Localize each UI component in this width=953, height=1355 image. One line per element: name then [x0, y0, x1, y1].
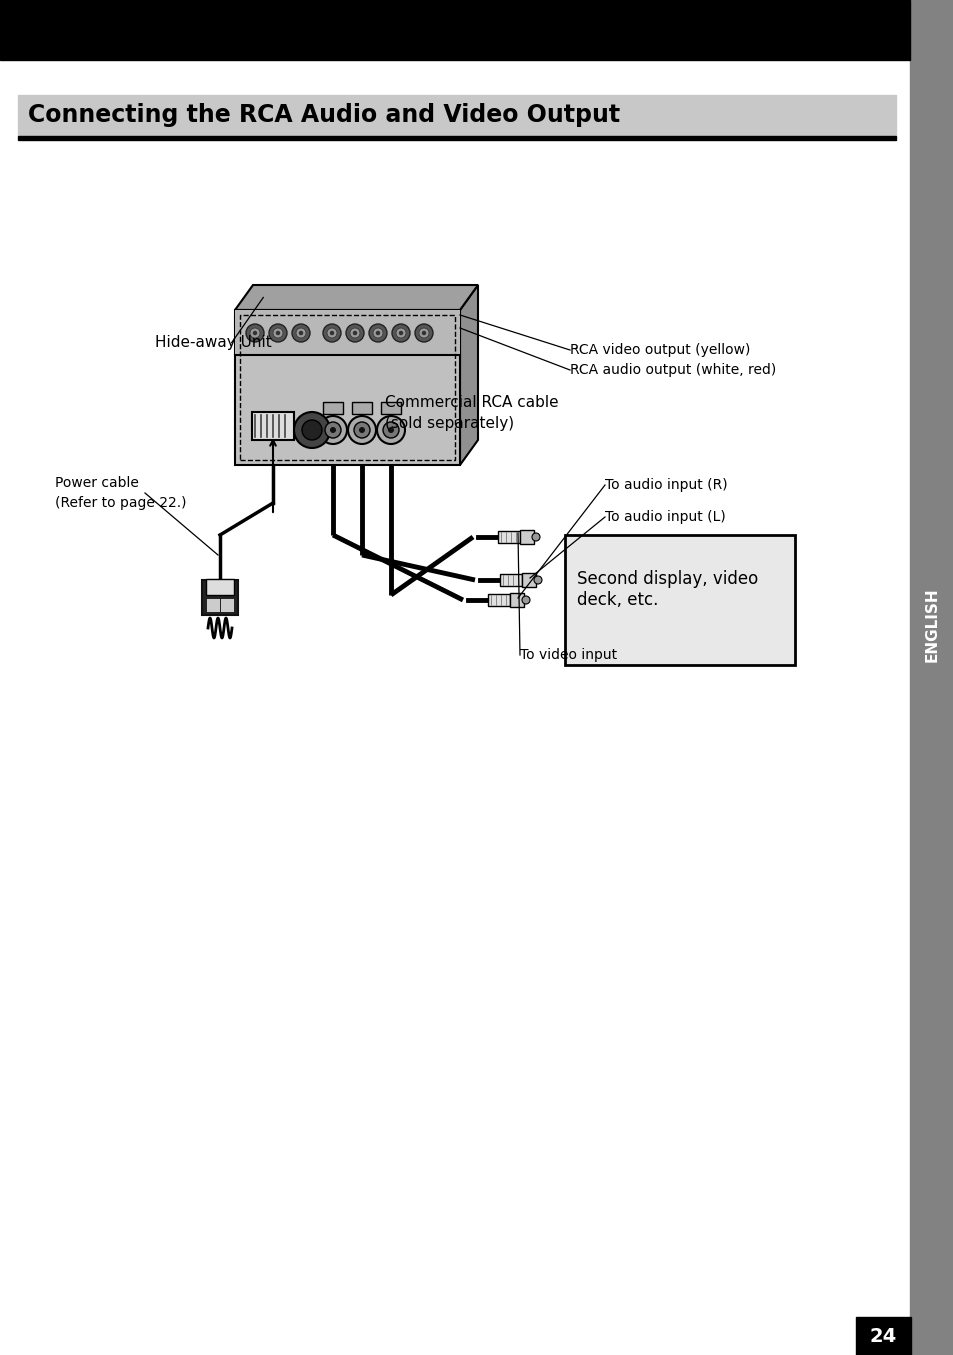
Circle shape — [369, 324, 387, 341]
Bar — [909, 0, 953, 1355]
Circle shape — [246, 324, 264, 341]
Circle shape — [253, 331, 257, 335]
Circle shape — [269, 324, 287, 341]
Circle shape — [273, 328, 283, 337]
Circle shape — [294, 412, 330, 449]
Bar — [220, 598, 233, 612]
Bar — [240, 314, 455, 459]
Circle shape — [373, 328, 382, 337]
Circle shape — [323, 324, 340, 341]
Text: Connecting the RCA Audio and Video Output: Connecting the RCA Audio and Video Outpu… — [28, 103, 619, 127]
Bar — [855, 1317, 910, 1355]
Circle shape — [295, 328, 306, 337]
Bar — [521, 573, 536, 587]
Bar — [18, 136, 895, 140]
Bar — [352, 402, 372, 415]
Bar — [234, 310, 459, 465]
Bar — [497, 531, 519, 543]
Bar — [323, 402, 343, 415]
Circle shape — [534, 576, 541, 584]
Circle shape — [348, 416, 375, 444]
Text: To video input: To video input — [519, 648, 617, 663]
Circle shape — [392, 324, 410, 341]
Circle shape — [330, 331, 334, 335]
FancyBboxPatch shape — [564, 535, 794, 665]
Circle shape — [250, 328, 259, 337]
Text: ENGLISH: ENGLISH — [923, 588, 939, 663]
Bar — [380, 402, 400, 415]
Circle shape — [418, 328, 429, 337]
Circle shape — [521, 596, 530, 604]
Circle shape — [292, 324, 310, 341]
Text: RCA video output (yellow): RCA video output (yellow) — [569, 343, 750, 356]
Bar — [499, 575, 521, 585]
Circle shape — [421, 331, 426, 335]
Text: Second display, video
deck, etc.: Second display, video deck, etc. — [577, 570, 758, 608]
Bar — [510, 593, 523, 607]
Text: To audio input (R): To audio input (R) — [604, 478, 727, 492]
Circle shape — [382, 421, 398, 438]
Text: Commercial RCA cable
(sold separately): Commercial RCA cable (sold separately) — [385, 396, 558, 431]
Circle shape — [532, 533, 539, 541]
Bar — [234, 310, 459, 355]
Bar — [206, 598, 220, 612]
Circle shape — [298, 331, 303, 335]
Circle shape — [398, 331, 403, 335]
Circle shape — [325, 421, 340, 438]
Bar — [202, 580, 237, 615]
Bar — [0, 0, 909, 60]
Circle shape — [330, 427, 335, 434]
Text: Power cable
(Refer to page 22.): Power cable (Refer to page 22.) — [55, 476, 186, 509]
Circle shape — [395, 328, 406, 337]
Circle shape — [353, 331, 356, 335]
Circle shape — [318, 416, 347, 444]
Bar — [18, 95, 895, 136]
Circle shape — [350, 328, 359, 337]
Text: To audio input (L): To audio input (L) — [604, 509, 725, 524]
Circle shape — [415, 324, 433, 341]
Bar — [488, 593, 510, 606]
Circle shape — [302, 420, 322, 440]
Bar — [252, 412, 294, 440]
Circle shape — [358, 427, 365, 434]
Circle shape — [346, 324, 364, 341]
Circle shape — [375, 331, 380, 335]
Bar — [206, 579, 233, 595]
Polygon shape — [459, 285, 477, 465]
Polygon shape — [234, 285, 477, 310]
Bar — [519, 530, 534, 543]
Circle shape — [327, 328, 336, 337]
Text: RCA audio output (white, red): RCA audio output (white, red) — [569, 363, 776, 377]
Text: Hide-away Unit: Hide-away Unit — [154, 336, 272, 351]
Circle shape — [275, 331, 280, 335]
Circle shape — [376, 416, 405, 444]
Circle shape — [354, 421, 370, 438]
Circle shape — [388, 427, 394, 434]
Text: 24: 24 — [868, 1327, 896, 1346]
